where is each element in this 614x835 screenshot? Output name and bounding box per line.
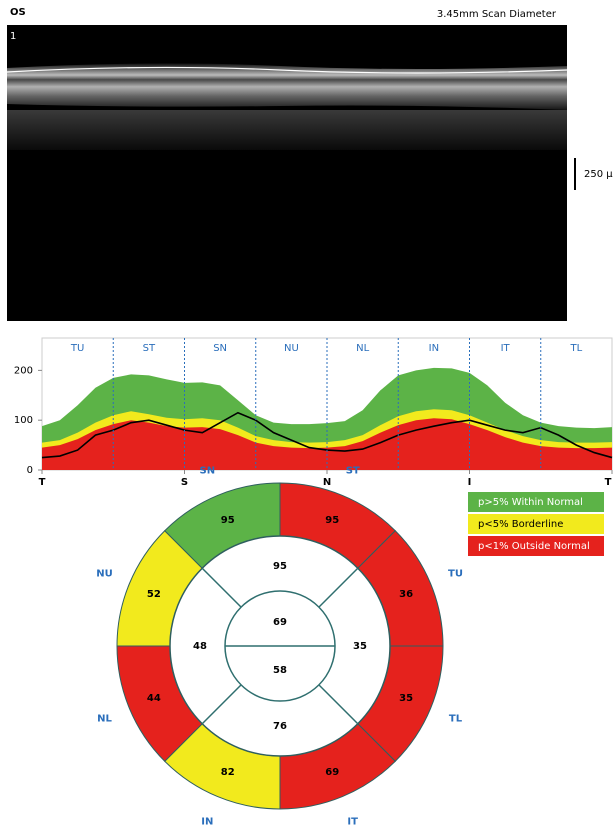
sector-label: ST: [143, 343, 156, 354]
sector-name: NU: [96, 568, 113, 579]
sector-name: NL: [97, 714, 112, 725]
sector-name: TL: [449, 714, 463, 725]
sector-value: 95: [325, 515, 339, 526]
sector-value: 82: [221, 767, 235, 778]
x-tick-label: N: [323, 477, 331, 488]
x-tick-label: I: [468, 477, 472, 488]
sector-value: 35: [399, 693, 413, 704]
sector-label: NU: [284, 343, 299, 354]
sector-label: TU: [70, 343, 84, 354]
report: OS 3.45mm Scan Diameter 1 250 µ p>5% Wit…: [0, 0, 614, 835]
sector-label: IN: [429, 343, 439, 354]
sector-name: SN: [200, 465, 216, 476]
sector-value: 52: [147, 589, 161, 600]
sector-value: 36: [399, 589, 413, 600]
sector-value: 95: [221, 515, 235, 526]
legend-label: p>5% Within Normal: [478, 497, 583, 508]
sector-name: TU: [448, 568, 463, 579]
sector-label: NL: [356, 343, 369, 354]
legend-label: p<5% Borderline: [478, 519, 563, 530]
sector-label: SN: [213, 343, 227, 354]
quadrant-value: 95: [273, 561, 287, 572]
sector-name: IT: [347, 817, 358, 828]
image-index: 1: [10, 31, 16, 42]
sector-name: IN: [201, 817, 213, 828]
x-tick-label: S: [181, 477, 188, 488]
quadrant-value: 76: [273, 721, 287, 732]
scan-label: 3.45mm Scan Diameter: [437, 9, 557, 20]
legend: p>5% Within Normal p<5% Borderline p<1% Ou…: [468, 492, 604, 556]
legend-label: p<1% Outside Normal: [478, 541, 590, 552]
oct-choroid: [7, 110, 567, 150]
quadrant-value: 35: [353, 641, 367, 652]
center-value: 58: [273, 665, 287, 676]
y-tick-label: 100: [14, 415, 33, 426]
x-tick-label: T: [605, 477, 612, 488]
eye-label: OS: [10, 7, 26, 18]
y-tick-label: 200: [14, 365, 33, 376]
sector-value: 69: [325, 767, 339, 778]
sector-value: 44: [147, 693, 161, 704]
center-value: 69: [273, 617, 287, 628]
scale-label: 250 µ: [584, 169, 613, 180]
quadrant-value: 48: [193, 641, 207, 652]
x-tick-label: T: [39, 477, 46, 488]
sector-label: TL: [570, 343, 583, 354]
y-tick-label: 0: [27, 465, 33, 476]
sector-label: IT: [501, 343, 511, 354]
sector-name: ST: [346, 465, 360, 476]
